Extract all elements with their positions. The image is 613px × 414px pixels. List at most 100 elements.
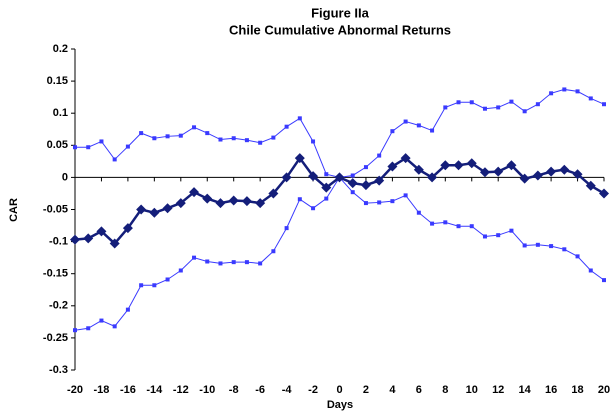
- square-marker: [284, 226, 289, 231]
- square-marker: [152, 136, 157, 141]
- x-tick-label: -10: [199, 384, 215, 396]
- diamond-marker: [440, 160, 451, 171]
- square-marker: [139, 131, 144, 136]
- diamond-marker: [228, 195, 239, 206]
- square-marker: [311, 139, 316, 144]
- x-tick-label: 10: [466, 384, 478, 396]
- y-tick-label: 0.05: [47, 139, 68, 151]
- series-line: [74, 155, 605, 246]
- diamond-marker: [347, 178, 358, 189]
- x-tick-label: 16: [545, 384, 557, 396]
- y-tick-label: -0.05: [43, 203, 68, 215]
- x-tick-label: 2: [363, 384, 369, 396]
- x-tick-label: -16: [120, 384, 136, 396]
- x-tick-label: 4: [389, 384, 396, 396]
- y-tick-label: 0: [62, 171, 68, 183]
- square-marker: [522, 243, 527, 248]
- y-tick-label: 0.2: [53, 43, 68, 55]
- square-marker: [562, 247, 567, 252]
- y-tick-label: 0.1: [53, 107, 68, 119]
- square-marker: [535, 102, 540, 107]
- square-marker: [509, 228, 514, 233]
- x-tick-label: -6: [255, 384, 265, 396]
- x-axis-label: Days: [327, 399, 353, 411]
- x-tick-label: -2: [308, 384, 318, 396]
- square-marker: [324, 196, 329, 201]
- x-tick-label: -18: [93, 384, 109, 396]
- diamond-marker: [453, 160, 464, 171]
- square-marker: [231, 136, 236, 141]
- square-marker: [192, 255, 197, 260]
- diamond-marker: [255, 198, 266, 209]
- square-marker: [112, 324, 117, 329]
- square-marker: [218, 137, 223, 142]
- square-marker: [178, 268, 183, 273]
- diamond-marker: [493, 166, 504, 177]
- diamond-marker: [215, 198, 226, 209]
- y-tick-label: -0.2: [49, 300, 68, 312]
- x-tick-label: -20: [67, 384, 83, 396]
- square-marker: [258, 140, 263, 145]
- diamond-marker: [162, 203, 173, 214]
- diamond-marker: [281, 172, 292, 183]
- x-tick-label: 18: [571, 384, 583, 396]
- y-tick-label: -0.1: [49, 236, 68, 248]
- diamond-marker: [360, 180, 371, 191]
- diamond-marker: [136, 204, 147, 215]
- square-marker: [549, 91, 554, 96]
- square-marker: [403, 193, 408, 198]
- square-marker: [363, 201, 368, 206]
- square-marker: [139, 283, 144, 288]
- series-line: [75, 88, 605, 178]
- square-marker: [602, 278, 606, 283]
- square-marker: [218, 261, 223, 266]
- square-marker: [390, 129, 395, 134]
- square-marker: [192, 125, 197, 130]
- square-marker: [482, 234, 487, 239]
- square-marker: [297, 116, 302, 121]
- square-marker: [271, 135, 276, 140]
- diamond-marker: [599, 188, 609, 199]
- x-tick-label: -14: [146, 384, 163, 396]
- square-marker: [390, 199, 395, 204]
- square-marker: [244, 260, 249, 265]
- x-tick-label: 14: [519, 384, 532, 396]
- y-tick-label: -0.3: [49, 364, 68, 376]
- square-marker: [86, 326, 91, 331]
- square-marker: [258, 261, 263, 266]
- x-tick-label: -8: [229, 384, 239, 396]
- diamond-marker: [149, 207, 160, 218]
- square-marker: [496, 105, 501, 110]
- square-marker: [482, 106, 487, 111]
- square-marker: [284, 124, 289, 129]
- square-marker: [416, 123, 421, 128]
- square-marker: [562, 87, 567, 92]
- y-tick-label: -0.25: [43, 332, 68, 344]
- square-marker: [231, 260, 236, 265]
- diamond-marker: [189, 187, 200, 198]
- y-tick-label: 0.15: [47, 75, 68, 87]
- diamond-marker: [413, 164, 424, 175]
- square-marker: [205, 131, 210, 136]
- square-marker: [602, 102, 606, 107]
- diamond-marker: [83, 233, 94, 244]
- square-marker: [125, 144, 130, 149]
- square-marker: [205, 259, 210, 264]
- series-line: [74, 176, 605, 331]
- square-marker: [311, 206, 316, 211]
- square-marker: [112, 157, 117, 162]
- x-tick-label: 0: [336, 384, 342, 396]
- diamond-marker: [122, 223, 133, 234]
- diamond-marker: [427, 172, 438, 183]
- square-marker: [588, 268, 593, 273]
- square-marker: [443, 105, 448, 110]
- square-marker: [152, 283, 157, 288]
- diamond-marker: [374, 175, 385, 186]
- square-marker: [377, 153, 382, 158]
- square-marker: [496, 233, 501, 238]
- diamond-marker: [479, 167, 490, 178]
- chart-subtitle: Chile Cumulative Abnormal Returns: [229, 22, 451, 37]
- square-marker: [178, 133, 183, 138]
- square-marker: [86, 145, 91, 150]
